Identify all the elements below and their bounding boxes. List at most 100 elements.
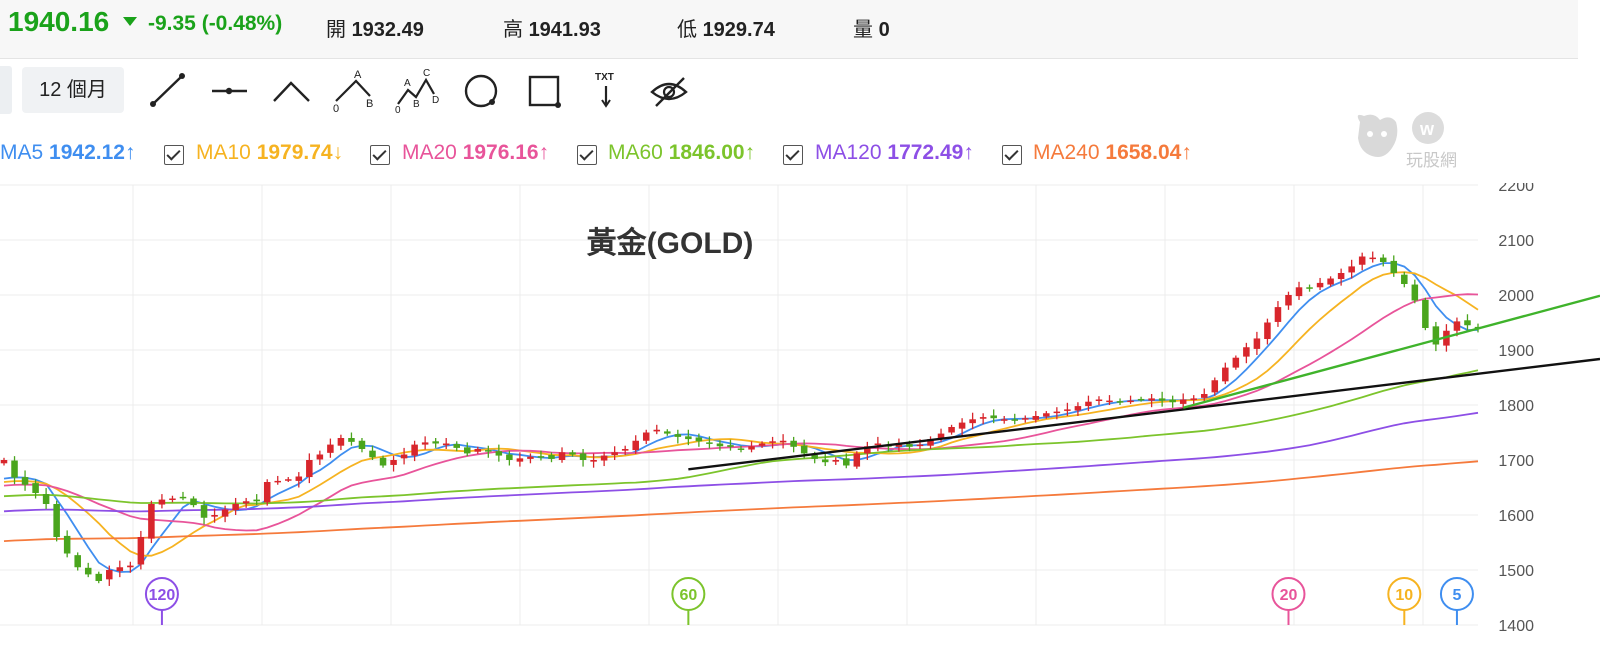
candle-body bbox=[832, 460, 840, 462]
candle-body bbox=[800, 445, 808, 454]
candle-body bbox=[1116, 401, 1124, 403]
candle-body bbox=[1264, 322, 1271, 339]
candle-body bbox=[358, 440, 366, 449]
ma120-name: MA120 bbox=[815, 141, 882, 164]
candle-body bbox=[485, 450, 492, 452]
low-stat: 低 1929.74 bbox=[677, 13, 775, 42]
candle-body bbox=[874, 443, 882, 446]
wave-letter-0: 0 bbox=[395, 105, 401, 116]
marker-label: 60 bbox=[679, 587, 697, 604]
ma120-legend: MA120 1772.49↑ bbox=[815, 141, 974, 165]
y-tick-label: 1700 bbox=[1498, 453, 1534, 470]
wave-letter-c: C bbox=[423, 68, 430, 79]
marker-circle bbox=[1439, 577, 1474, 611]
candle-body bbox=[906, 444, 913, 447]
low-value: 1929.74 bbox=[702, 19, 775, 41]
marker-label: 5 bbox=[1452, 587, 1461, 604]
candle-body bbox=[390, 460, 397, 465]
marker-circle bbox=[671, 577, 706, 611]
price-chart[interactable]: 120 60 20 10 5 2200 2100 2000 1900 1800 1700 1600 1… bbox=[0, 183, 1600, 658]
candle-body bbox=[853, 453, 861, 467]
candle-body bbox=[769, 441, 776, 443]
candle-body bbox=[1053, 411, 1061, 414]
elliott-wave-icon[interactable]: C A B D 0 bbox=[392, 66, 442, 116]
candle-body bbox=[1243, 347, 1250, 357]
abcd-pattern-icon[interactable]: A B 0 bbox=[328, 66, 378, 116]
ma60-value: 1846.00 bbox=[668, 141, 745, 164]
candle-body bbox=[843, 458, 850, 466]
candle-body bbox=[569, 452, 576, 455]
ma20-checkbox[interactable] bbox=[370, 145, 390, 165]
candle-body bbox=[32, 483, 39, 493]
ma20-line bbox=[3, 293, 1479, 532]
candle-body bbox=[1169, 399, 1176, 403]
candle-body bbox=[1401, 274, 1408, 284]
toolbar-collapse-tab[interactable] bbox=[0, 66, 12, 114]
trendlines[interactable] bbox=[688, 294, 1600, 471]
y-tick-label: 1900 bbox=[1498, 343, 1534, 360]
candle-body bbox=[1064, 409, 1071, 411]
hide-drawings-icon[interactable] bbox=[644, 66, 694, 116]
ma240-value: 1658.04 bbox=[1105, 141, 1182, 164]
candle-body bbox=[253, 499, 260, 502]
candle-body bbox=[11, 460, 18, 478]
candle-body bbox=[790, 440, 797, 447]
y-tick-label: 1600 bbox=[1498, 508, 1534, 525]
candle-body bbox=[274, 480, 282, 483]
rectangle-icon[interactable] bbox=[519, 66, 569, 116]
candle-body bbox=[611, 452, 618, 456]
text-tool-icon[interactable]: TXT bbox=[581, 66, 631, 116]
candle-body bbox=[474, 449, 482, 452]
period-button[interactable]: 12 個月 bbox=[22, 67, 124, 113]
ma240-arrow: ↑ bbox=[1181, 141, 1192, 164]
candle-body bbox=[1043, 413, 1050, 417]
candle-body bbox=[706, 442, 713, 444]
angle-icon[interactable] bbox=[266, 66, 316, 116]
ma120-checkbox[interactable] bbox=[783, 145, 803, 165]
candle-body bbox=[242, 501, 250, 504]
wave-letter-a: A bbox=[404, 78, 411, 89]
candle-body bbox=[116, 567, 124, 572]
candle-body bbox=[1453, 321, 1461, 331]
ma10-name: MA10 bbox=[196, 141, 251, 164]
open-label: 開 bbox=[326, 19, 346, 41]
candle-body bbox=[1337, 273, 1345, 280]
text-tool-label: TXT bbox=[595, 72, 614, 83]
candle-body bbox=[685, 436, 692, 440]
candle-body bbox=[348, 438, 355, 442]
site-logo: w 玩股網 bbox=[1350, 108, 1480, 172]
candle-body bbox=[1000, 419, 1008, 421]
candle-body bbox=[106, 570, 113, 580]
low-label: 低 bbox=[677, 19, 697, 41]
ma10-checkbox[interactable] bbox=[164, 145, 184, 165]
ma5-legend: MA5 1942.12↑ bbox=[0, 141, 135, 165]
y-tick-label: 1400 bbox=[1498, 618, 1534, 635]
last-price: 1940.16 bbox=[8, 6, 110, 37]
ma60-checkbox[interactable] bbox=[577, 145, 597, 165]
candle-body bbox=[990, 415, 997, 419]
candle-body bbox=[506, 454, 513, 460]
moving-average-lines bbox=[3, 262, 1479, 573]
candle-body bbox=[1211, 380, 1219, 393]
candle-body bbox=[379, 457, 387, 466]
ma120-value: 1772.49 bbox=[887, 141, 964, 164]
candle-body bbox=[1179, 399, 1187, 404]
candle-body bbox=[1158, 398, 1166, 401]
horizontal-line-icon[interactable] bbox=[204, 66, 254, 116]
candle-body bbox=[211, 515, 218, 517]
candle-body bbox=[63, 535, 71, 554]
candle-body bbox=[1411, 284, 1419, 301]
quote-bar: 1940.16 -9.35 (-0.48%) 開 1932.49 高 1941.… bbox=[0, 0, 1578, 59]
candle-body bbox=[411, 444, 418, 456]
candle-body bbox=[1011, 419, 1019, 421]
line-tool-icon[interactable] bbox=[142, 66, 192, 116]
high-stat: 高 1941.93 bbox=[503, 13, 601, 42]
ma10-value: 1979.74 bbox=[256, 141, 333, 164]
ma240-checkbox[interactable] bbox=[1002, 145, 1022, 165]
circle-icon[interactable] bbox=[456, 66, 506, 116]
candle-body bbox=[590, 460, 597, 462]
candle-body bbox=[190, 498, 197, 506]
candle-body bbox=[1327, 278, 1334, 285]
candle-body bbox=[0, 460, 8, 464]
candle-body bbox=[1022, 418, 1029, 420]
